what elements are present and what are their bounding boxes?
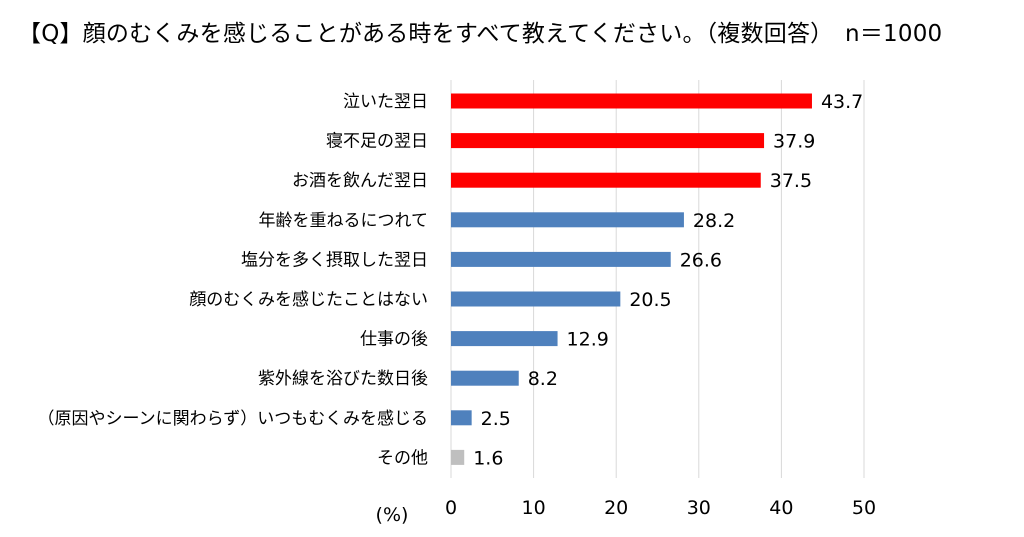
bar [451, 212, 684, 228]
value-label: 1.6 [473, 447, 503, 469]
category-label: 寝不足の翌日 [326, 131, 428, 152]
bar [451, 93, 812, 109]
x-tick-label: 50 [852, 497, 876, 519]
category-label: 顔のむくみを感じたことはない [189, 290, 428, 310]
chart-title: 【Q】顔のむくみを感じることがある時をすべて教えてください。（複数回答） n＝1… [18, 21, 943, 47]
bar [451, 133, 765, 149]
category-label: 塩分を多く摂取した翌日 [241, 250, 428, 270]
value-label: 2.5 [481, 408, 511, 430]
bar [451, 449, 465, 465]
x-tick-label: 40 [769, 497, 793, 519]
x-tick-label: 0 [445, 497, 457, 519]
category-label: 仕事の後 [360, 330, 428, 350]
value-label: 43.7 [821, 91, 863, 113]
value-label: 37.5 [770, 170, 812, 192]
bar [451, 172, 761, 188]
value-label: 28.2 [693, 210, 735, 232]
value-label: 37.9 [773, 131, 815, 153]
x-tick-label: 10 [522, 497, 546, 519]
bar [451, 370, 519, 386]
category-label: （原因やシーンに関わらず）いつもむくみを感じる [38, 409, 429, 429]
bar [451, 251, 671, 267]
value-label: 8.2 [528, 368, 558, 390]
x-tick-label: 20 [604, 497, 628, 519]
category-label: 紫外線を浴びた数日後 [258, 369, 428, 389]
labels: 0 10 20 30 40 50 泣いた翌日 43.7 寝不足の翌日 37.9 お酒を飲んだ翌日 37… [38, 91, 877, 519]
bar [451, 410, 472, 426]
bars [451, 93, 812, 465]
x-tick-label: 30 [687, 497, 711, 519]
category-label: 年齢を重ねるにつれて [259, 211, 429, 231]
x-axis-unit-label: (%) [376, 504, 409, 526]
value-label: 20.5 [629, 289, 671, 311]
value-label: 26.6 [680, 249, 722, 271]
bar [451, 291, 621, 307]
category-label: 泣いた翌日 [343, 92, 428, 112]
bar [451, 331, 558, 347]
category-label: お酒を飲んだ翌日 [292, 171, 428, 191]
value-label: 12.9 [567, 329, 609, 351]
category-label: その他 [377, 448, 428, 468]
